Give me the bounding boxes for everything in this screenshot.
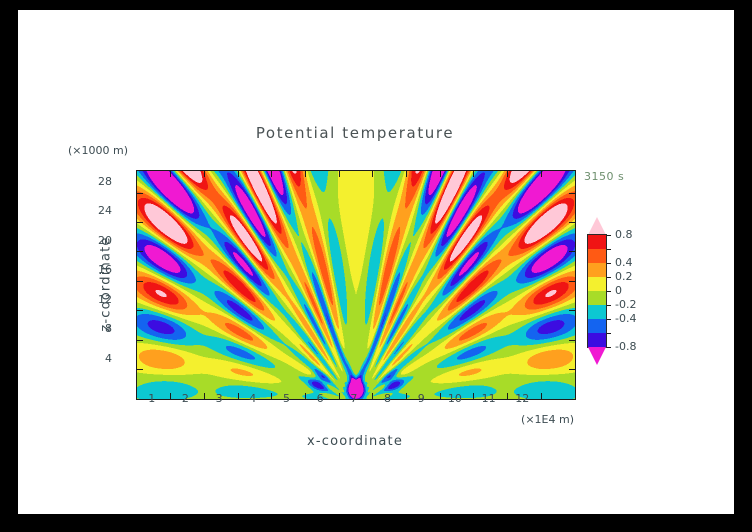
colorbar-tick [607, 276, 611, 278]
colorbar-tick [607, 304, 611, 306]
colorbar-segment [588, 333, 606, 347]
x-axis-tick [540, 171, 542, 177]
x-axis-tick-label: 8 [384, 392, 392, 405]
x-axis-label: x-coordinate [306, 434, 404, 449]
x-axis-tick [271, 171, 273, 177]
x-axis-tick-label: 11 [481, 392, 496, 405]
x-axis-tick-label: 1 [148, 392, 156, 405]
colorbar-segment [588, 263, 606, 277]
z-axis-tick-label: 20 [98, 233, 112, 247]
x-axis-tick [540, 393, 542, 399]
colorbar-segment [588, 291, 606, 305]
plot-area [136, 170, 576, 400]
x-axis-tick [507, 171, 509, 177]
x-axis-tick [170, 393, 172, 399]
colorbar-tick-label: -0.4 [615, 312, 637, 325]
z-axis-label: z-coordinate [98, 236, 114, 332]
x-axis-tick-label: 12 [515, 392, 530, 405]
z-axis-tick [569, 310, 575, 312]
x-axis-tick [170, 171, 172, 177]
colorbar-tick [607, 346, 611, 348]
x-axis-tick [338, 393, 340, 399]
z-axis-tick [569, 369, 575, 371]
colorbar-tick [607, 262, 611, 264]
x-axis-tick [439, 171, 441, 177]
x-axis-tick-label: 3 [215, 392, 223, 405]
colorbar-tick-label: 0.8 [615, 228, 633, 241]
z-axis-tick-label: 8 [105, 322, 112, 336]
colorbar-segment [588, 319, 606, 333]
colorbar-bottom-cap [588, 347, 606, 365]
colorbar-tick [607, 290, 611, 292]
colorbar-tick [607, 332, 611, 334]
z-axis-tick-label: 24 [98, 204, 112, 218]
z-axis-tick [137, 251, 143, 253]
colorbar-tick [607, 248, 611, 250]
colorbar-segment [588, 277, 606, 291]
z-axis-tick [137, 310, 143, 312]
x-axis-tick [372, 171, 374, 177]
z-axis-tick-label: 4 [105, 351, 112, 365]
colorbar-segment [588, 249, 606, 263]
z-axis-tick [569, 280, 575, 282]
x-axis-tick-label: 5 [282, 392, 290, 405]
x-axis-tick [338, 171, 340, 177]
time-label: 3150 s [584, 170, 625, 183]
colorbar-tick [607, 318, 611, 320]
plot-title: Potential temperature [255, 124, 455, 142]
colorbar-segment-stack [587, 234, 607, 348]
colorbar-tick-label: 0.2 [615, 270, 633, 283]
z-axis-tick [137, 280, 143, 282]
z-axis-tick [569, 251, 575, 253]
plot-panel: Potential temperature (×1000 m) 3150 s x… [18, 10, 734, 514]
x-axis-tick [439, 393, 441, 399]
x-axis-tick [406, 171, 408, 177]
z-axis-tick [137, 192, 143, 194]
x-axis-tick [203, 393, 205, 399]
x-axis-tick [473, 393, 475, 399]
x-axis-tick-label: 4 [249, 392, 257, 405]
colorbar: 0.8 0.4 0.2 0 -0.2 -0.4 -0.8 [587, 217, 668, 387]
colorbar-top-cap [588, 217, 606, 235]
x-axis-tick-label: 10 [447, 392, 462, 405]
x-axis-tick-label: 6 [316, 392, 324, 405]
z-axis-tick-label: 28 [98, 175, 112, 189]
x-axis-unit-label: (×1E4 m) [521, 413, 574, 426]
x-axis-tick-label: 9 [417, 392, 425, 405]
colorbar-segment [588, 305, 606, 319]
x-axis-tick [237, 393, 239, 399]
colorbar-tick-label: -0.8 [615, 340, 637, 353]
x-axis-tick-label: 7 [350, 392, 358, 405]
z-axis-tick [137, 221, 143, 223]
x-axis-tick-label: 2 [181, 392, 189, 405]
x-axis-tick [237, 171, 239, 177]
x-axis-tick [372, 393, 374, 399]
x-axis-tick [507, 393, 509, 399]
z-axis-tick [569, 339, 575, 341]
colorbar-tick-label: 0.4 [615, 256, 633, 269]
colorbar-tick-label: 0 [615, 284, 622, 297]
z-axis-tick [137, 339, 143, 341]
z-axis-tick-label: 12 [98, 292, 112, 306]
heatmap-canvas [137, 171, 575, 399]
x-axis-tick [406, 393, 408, 399]
x-axis-tick [304, 171, 306, 177]
z-axis-tick [569, 221, 575, 223]
colorbar-tick [607, 234, 611, 236]
colorbar-segment [588, 235, 606, 249]
z-axis-tick [569, 192, 575, 194]
z-axis-tick [137, 369, 143, 371]
z-axis-tick-label: 16 [98, 263, 112, 277]
x-axis-tick [473, 171, 475, 177]
x-axis-tick [271, 393, 273, 399]
x-axis-tick [304, 393, 306, 399]
x-axis-tick [203, 171, 205, 177]
colorbar-tick-label: -0.2 [615, 298, 637, 311]
z-axis-unit-label: (×1000 m) [68, 144, 129, 157]
